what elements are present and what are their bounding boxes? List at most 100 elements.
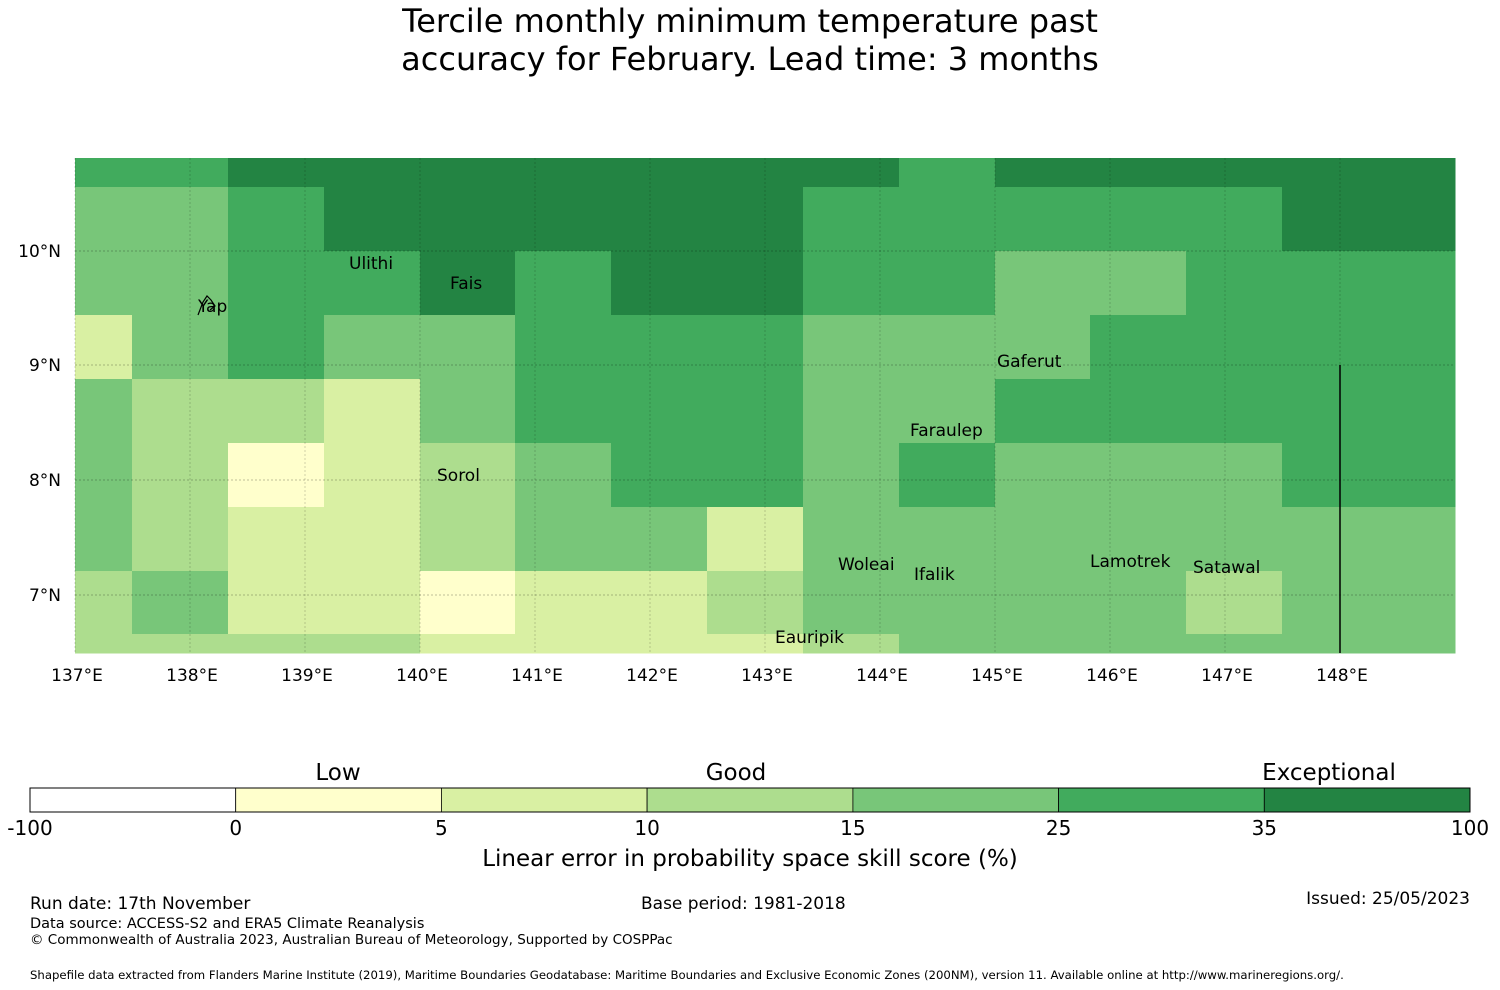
- grid-cell: [707, 443, 804, 508]
- grid-cell: [1186, 634, 1283, 654]
- colorbar-category-exceptional: Exceptional: [1262, 760, 1396, 786]
- grid-cell: [899, 187, 996, 252]
- grid-cell: [995, 507, 1091, 572]
- colorbar-tick: 5: [435, 816, 448, 840]
- grid-cell: [803, 443, 900, 508]
- grid-cell: [1282, 379, 1456, 444]
- grid-cell: [899, 379, 996, 444]
- grid-cell: [1282, 158, 1456, 188]
- lon-tick-label: 139°E: [281, 666, 333, 686]
- grid-cell: [515, 634, 612, 654]
- colorbar-tick: 0: [229, 816, 243, 840]
- lon-tick-label: 143°E: [741, 666, 793, 686]
- grid-cell: [1282, 634, 1456, 654]
- colorbar-segment: [646, 787, 854, 813]
- lon-tick-label: 145°E: [971, 666, 1023, 686]
- colorbar-tick: 35: [1251, 816, 1278, 840]
- colorbar-tick: 100: [1450, 816, 1490, 840]
- grid-cell: [707, 634, 804, 654]
- grid-cell: [707, 379, 804, 444]
- grid-cell: [1090, 507, 1187, 572]
- grid-cell: [75, 443, 133, 508]
- grid-cell: [803, 507, 900, 572]
- grid-cell: [75, 251, 133, 316]
- grid-cell: [995, 315, 1091, 380]
- grid-cell: [75, 315, 133, 380]
- grid-cell: [1186, 251, 1283, 316]
- grid-cell: [515, 315, 612, 380]
- place-satawal: Satawal: [1193, 558, 1261, 578]
- grid-cell: [611, 379, 708, 444]
- place-lamotrek: Lamotrek: [1090, 552, 1171, 572]
- grid-cell: [803, 571, 900, 635]
- grid-cell: [515, 158, 612, 188]
- grid-cell: [324, 158, 421, 188]
- grid-cell: [420, 379, 516, 444]
- title-line-1: Tercile monthly minimum temperature past: [402, 2, 1098, 40]
- grid-cell: [132, 507, 229, 572]
- grid-cell: [899, 315, 996, 380]
- grid-cell: [1186, 571, 1283, 635]
- grid-cell: [899, 507, 996, 572]
- grid-cell: [1282, 187, 1456, 252]
- grid-cell: [75, 634, 133, 654]
- grid-cell: [324, 507, 421, 572]
- lon-tick-label: 147°E: [1201, 666, 1253, 686]
- grid-cell: [324, 571, 421, 635]
- grid-cell: [1282, 507, 1456, 572]
- grid-cell: [1090, 158, 1187, 188]
- copyright: © Commonwealth of Australia 2023, Austra…: [30, 932, 673, 948]
- grid-cell: [420, 187, 516, 252]
- grid-cell: [1090, 315, 1187, 380]
- lon-tick-label: 137°E: [51, 666, 103, 686]
- colorbar-axis-label: Linear error in probability space skill …: [482, 846, 1018, 872]
- title-line-2: accuracy for February. Lead time: 3 mont…: [401, 40, 1099, 78]
- grid-cell: [1186, 379, 1283, 444]
- grid-cell: [803, 158, 900, 188]
- grid-cell: [228, 571, 325, 635]
- grid-cell: [75, 158, 133, 188]
- grid-cell: [611, 187, 708, 252]
- grid-cell: [75, 507, 133, 572]
- grid-cell: [995, 634, 1091, 654]
- grid-cell: [515, 443, 612, 508]
- grid-cell: [995, 571, 1091, 635]
- grid-cell: [995, 187, 1091, 252]
- lat-tick-label: 10°N: [18, 242, 61, 262]
- grid-cell: [132, 251, 229, 316]
- colorbar-segment: [1058, 787, 1265, 813]
- colorbar-segment: [235, 787, 442, 813]
- grid-cell: [611, 251, 708, 316]
- grid-cell: [132, 443, 229, 508]
- grid-cell: [707, 251, 804, 316]
- colorbar-tick: -100: [7, 816, 53, 840]
- grid-cell: [75, 571, 133, 635]
- grid-cell: [1186, 507, 1283, 572]
- grid-cell: [899, 443, 996, 508]
- lon-tick-label: 146°E: [1086, 666, 1138, 686]
- grid-cell: [515, 571, 612, 635]
- grid-cell: [707, 315, 804, 380]
- base-period: Base period: 1981-2018: [641, 894, 846, 914]
- lat-tick-label: 9°N: [29, 356, 61, 376]
- grid-cell: [75, 379, 133, 444]
- data-source: Data source: ACCESS-S2 and ERA5 Climate …: [30, 916, 425, 932]
- grid-cell: [515, 187, 612, 252]
- grid-cell: [132, 158, 229, 188]
- grid-cell: [1282, 571, 1456, 635]
- grid-cell: [1186, 187, 1283, 252]
- colorbar-tick: 25: [1045, 816, 1072, 840]
- grid-cell: [228, 443, 325, 508]
- chart-title: Tercile monthly minimum temperature past…: [0, 2, 1500, 78]
- grid-cell: [420, 158, 516, 188]
- grid-cell: [899, 571, 996, 635]
- lon-tick-label: 148°E: [1316, 666, 1368, 686]
- grid-cell: [803, 315, 900, 380]
- run-date: Run date: 17th November: [30, 894, 251, 914]
- colorbar-tick: 10: [634, 816, 660, 840]
- grid-cell: [611, 443, 708, 508]
- grid-cell: [132, 187, 229, 252]
- place-ifalik: Ifalik: [914, 565, 955, 585]
- lon-tick-label: 142°E: [626, 666, 678, 686]
- grid-cell: [132, 571, 229, 635]
